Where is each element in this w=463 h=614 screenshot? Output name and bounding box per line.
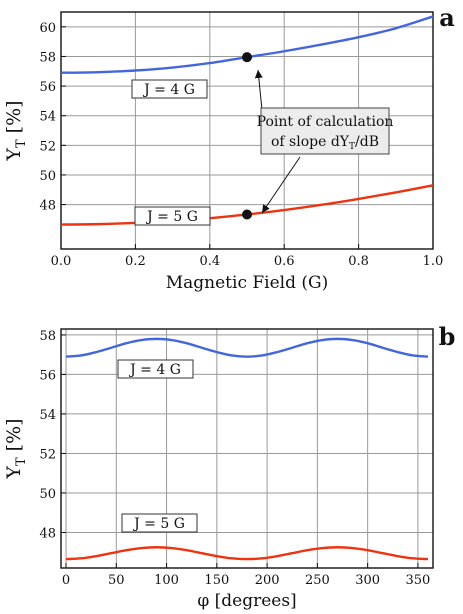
y-tick-label: 58	[39, 50, 56, 65]
x-tick-label: 150	[204, 573, 229, 588]
y-tick-label: 52	[39, 139, 56, 154]
annotation-arrow	[254, 69, 263, 111]
y-tick-label: 58	[39, 329, 56, 344]
calculation-point	[242, 52, 252, 63]
y-tick-label: 50	[39, 169, 56, 184]
y-tick-label: 54	[39, 110, 56, 125]
y-tick-label: 56	[39, 80, 56, 95]
y-axis-label: YT [%]	[3, 100, 29, 161]
series-line-j4	[60, 15, 434, 74]
x-tick-label: 0.2	[125, 254, 146, 269]
x-tick-label: 0.4	[199, 254, 220, 269]
panel-label: a	[439, 3, 455, 32]
x-tick-label: 200	[255, 573, 280, 588]
x-tick-label: 300	[355, 573, 380, 588]
plot-frame	[60, 11, 434, 250]
calculation-point	[242, 209, 252, 220]
x-tick-label: 0.8	[348, 254, 369, 269]
series-label-box	[134, 206, 211, 226]
y-tick-label: 60	[39, 21, 56, 36]
x-tick-label: 50	[108, 573, 125, 588]
chart-panel-b: 0 50 100 150 200 250 300 350 48 50 52 54 56 58 φ [degr…	[3, 322, 455, 611]
y-tick-label: 54	[39, 408, 56, 423]
annotation-arrow	[261, 156, 301, 214]
x-tick-label: 0	[62, 573, 70, 588]
x-tick-label: 1.0	[423, 254, 444, 269]
x-axis-label: φ [degrees]	[197, 591, 296, 611]
series-label-box	[117, 359, 194, 379]
series-line-j4	[65, 337, 429, 358]
series-label-box	[121, 513, 198, 533]
series-label: J = 4 G	[142, 82, 195, 98]
y-tick-label: 52	[39, 447, 56, 462]
annotation-line2: of slope dYT/dB	[271, 134, 379, 152]
annotation-box	[260, 107, 390, 155]
x-tick-label: 0.6	[274, 254, 295, 269]
y-tick-label: 56	[39, 368, 56, 383]
series-label: J = 5 G	[132, 516, 185, 532]
series-label: J = 5 G	[145, 209, 198, 225]
series-label-box	[131, 79, 208, 99]
panel-label: b	[439, 322, 456, 351]
y-tick-label: 50	[39, 487, 56, 502]
series-line-j5	[65, 546, 429, 561]
plot-frame	[60, 328, 434, 569]
x-tick-label: 250	[305, 573, 330, 588]
y-tick-label: 48	[39, 199, 56, 214]
x-tick-label: 350	[406, 573, 431, 588]
x-tick-label: 0.0	[51, 254, 72, 269]
series-label: J = 4 G	[128, 362, 181, 378]
annotation-line1: Point of calculation	[257, 114, 394, 130]
y-axis-label: YT [%]	[3, 418, 29, 479]
x-tick-label: 100	[154, 573, 179, 588]
x-axis-label: Magnetic Field (G)	[166, 273, 329, 293]
y-tick-label: 48	[39, 526, 56, 541]
chart-panel-a: 0.0 0.2 0.4 0.6 0.8 1.0 48 50 52 54 56 58 60 Magnetic…	[3, 3, 455, 293]
